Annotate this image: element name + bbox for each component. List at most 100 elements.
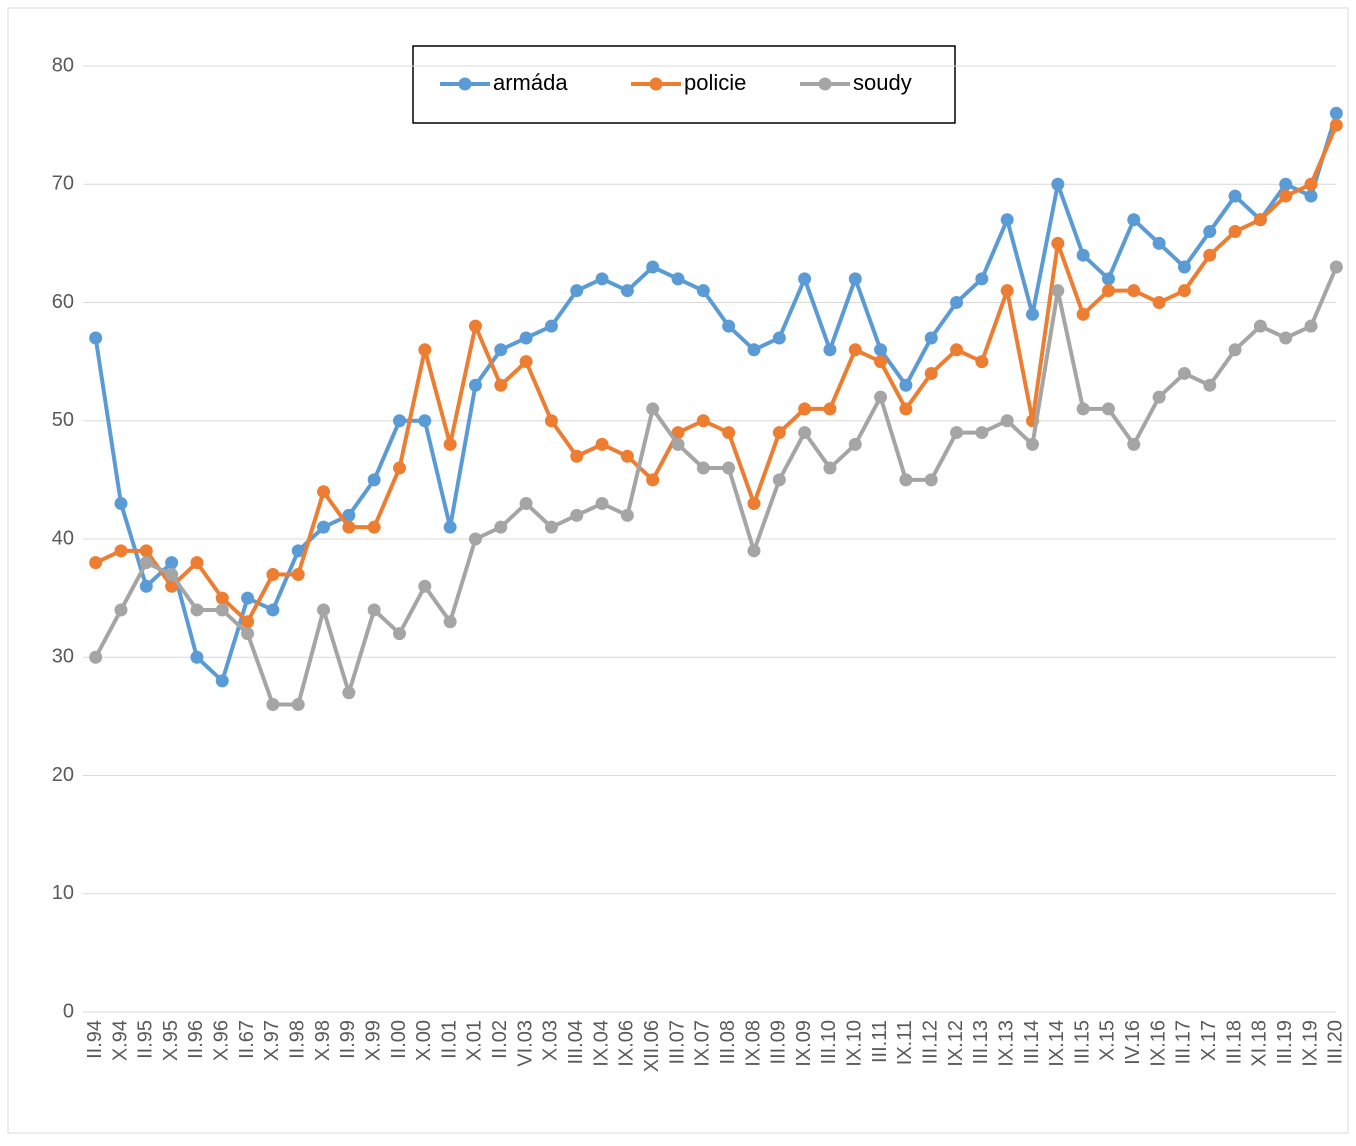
legend-label: armáda	[493, 70, 568, 95]
data-point	[1000, 414, 1014, 428]
data-point	[1279, 177, 1293, 191]
legend-marker	[458, 77, 472, 91]
data-point	[190, 650, 204, 664]
data-point	[924, 473, 938, 487]
x-tick-label: X.03	[540, 1020, 562, 1061]
data-point	[89, 331, 103, 345]
data-point	[646, 473, 660, 487]
data-point	[798, 426, 812, 440]
x-tick-label: IX.04	[590, 1020, 612, 1067]
data-point	[139, 579, 153, 593]
data-point	[671, 437, 685, 451]
data-point	[696, 284, 710, 298]
data-point	[671, 272, 685, 286]
data-point	[1253, 213, 1267, 227]
y-tick-label: 50	[52, 409, 74, 431]
data-point	[848, 343, 862, 357]
x-tick-label: II.01	[438, 1020, 460, 1059]
data-point	[190, 556, 204, 570]
y-tick-label: 60	[52, 291, 74, 313]
legend-label: policie	[684, 70, 746, 95]
data-point	[291, 698, 305, 712]
data-point	[1000, 284, 1014, 298]
legend-label: soudy	[853, 70, 912, 95]
legend-marker	[818, 77, 832, 91]
y-tick-label: 40	[52, 527, 74, 549]
x-tick-label: IX.10	[844, 1020, 866, 1067]
x-tick-label: IX.12	[945, 1020, 967, 1067]
x-tick-label: X.00	[413, 1020, 435, 1061]
data-point	[924, 331, 938, 345]
data-point	[165, 579, 179, 593]
data-point	[1152, 236, 1166, 250]
x-tick-label: III.13	[970, 1020, 992, 1064]
data-point	[342, 686, 356, 700]
data-point	[772, 331, 786, 345]
x-tick-label: III.11	[869, 1020, 891, 1063]
data-point	[1101, 272, 1115, 286]
data-point	[114, 603, 128, 617]
x-tick-label: II.96	[185, 1020, 207, 1059]
data-point	[899, 473, 913, 487]
x-tick-label: XII.06	[641, 1020, 663, 1072]
data-point	[519, 355, 533, 369]
data-point	[1000, 213, 1014, 227]
x-tick-label: II.02	[489, 1020, 511, 1059]
data-point	[342, 520, 356, 534]
x-tick-label: III.15	[1071, 1020, 1093, 1064]
data-point	[291, 544, 305, 558]
data-point	[1329, 106, 1343, 120]
data-point	[1203, 378, 1217, 392]
data-point	[165, 556, 179, 570]
data-point	[570, 449, 584, 463]
data-point	[342, 508, 356, 522]
x-tick-label: X.17	[1198, 1020, 1220, 1061]
data-point	[823, 343, 837, 357]
data-point	[646, 402, 660, 416]
y-tick-label: 10	[52, 882, 74, 904]
data-point	[924, 366, 938, 380]
data-point	[317, 485, 331, 499]
x-tick-label: III.17	[1173, 1020, 1195, 1064]
data-point	[317, 603, 331, 617]
x-tick-label: III.19	[1274, 1020, 1296, 1064]
y-tick-label: 70	[52, 173, 74, 195]
data-point	[1026, 307, 1039, 321]
data-point	[494, 343, 508, 357]
data-point	[418, 343, 432, 357]
data-point	[950, 296, 964, 309]
data-point	[1051, 177, 1065, 191]
data-point	[1127, 437, 1141, 451]
data-point	[823, 461, 837, 475]
data-point	[1203, 225, 1217, 239]
data-point	[1177, 260, 1191, 274]
data-point	[165, 567, 179, 581]
data-point	[468, 378, 482, 392]
data-point	[519, 497, 533, 511]
data-point	[899, 378, 913, 392]
data-point	[1076, 307, 1090, 321]
data-point	[393, 461, 406, 475]
data-point	[874, 390, 888, 404]
x-tick-label: II.00	[388, 1020, 410, 1059]
x-tick-label: II.67	[236, 1020, 258, 1059]
data-point	[950, 343, 964, 357]
x-tick-label: IX.14	[1046, 1020, 1068, 1067]
data-point	[1329, 118, 1343, 132]
data-point	[443, 437, 457, 451]
data-point	[570, 508, 584, 522]
x-tick-label: III.12	[920, 1020, 942, 1064]
data-point	[1152, 296, 1166, 309]
y-tick-label: 80	[52, 54, 74, 76]
x-tick-label: II.99	[337, 1020, 359, 1059]
data-point	[975, 426, 989, 440]
data-point	[89, 650, 103, 664]
data-point	[620, 449, 634, 463]
x-tick-label: IX.16	[1147, 1020, 1169, 1067]
x-tick-label: X.97	[261, 1020, 283, 1061]
x-tick-label: IV.16	[1122, 1020, 1144, 1065]
data-point	[393, 414, 406, 428]
data-point	[1051, 236, 1065, 250]
data-point	[190, 603, 204, 617]
